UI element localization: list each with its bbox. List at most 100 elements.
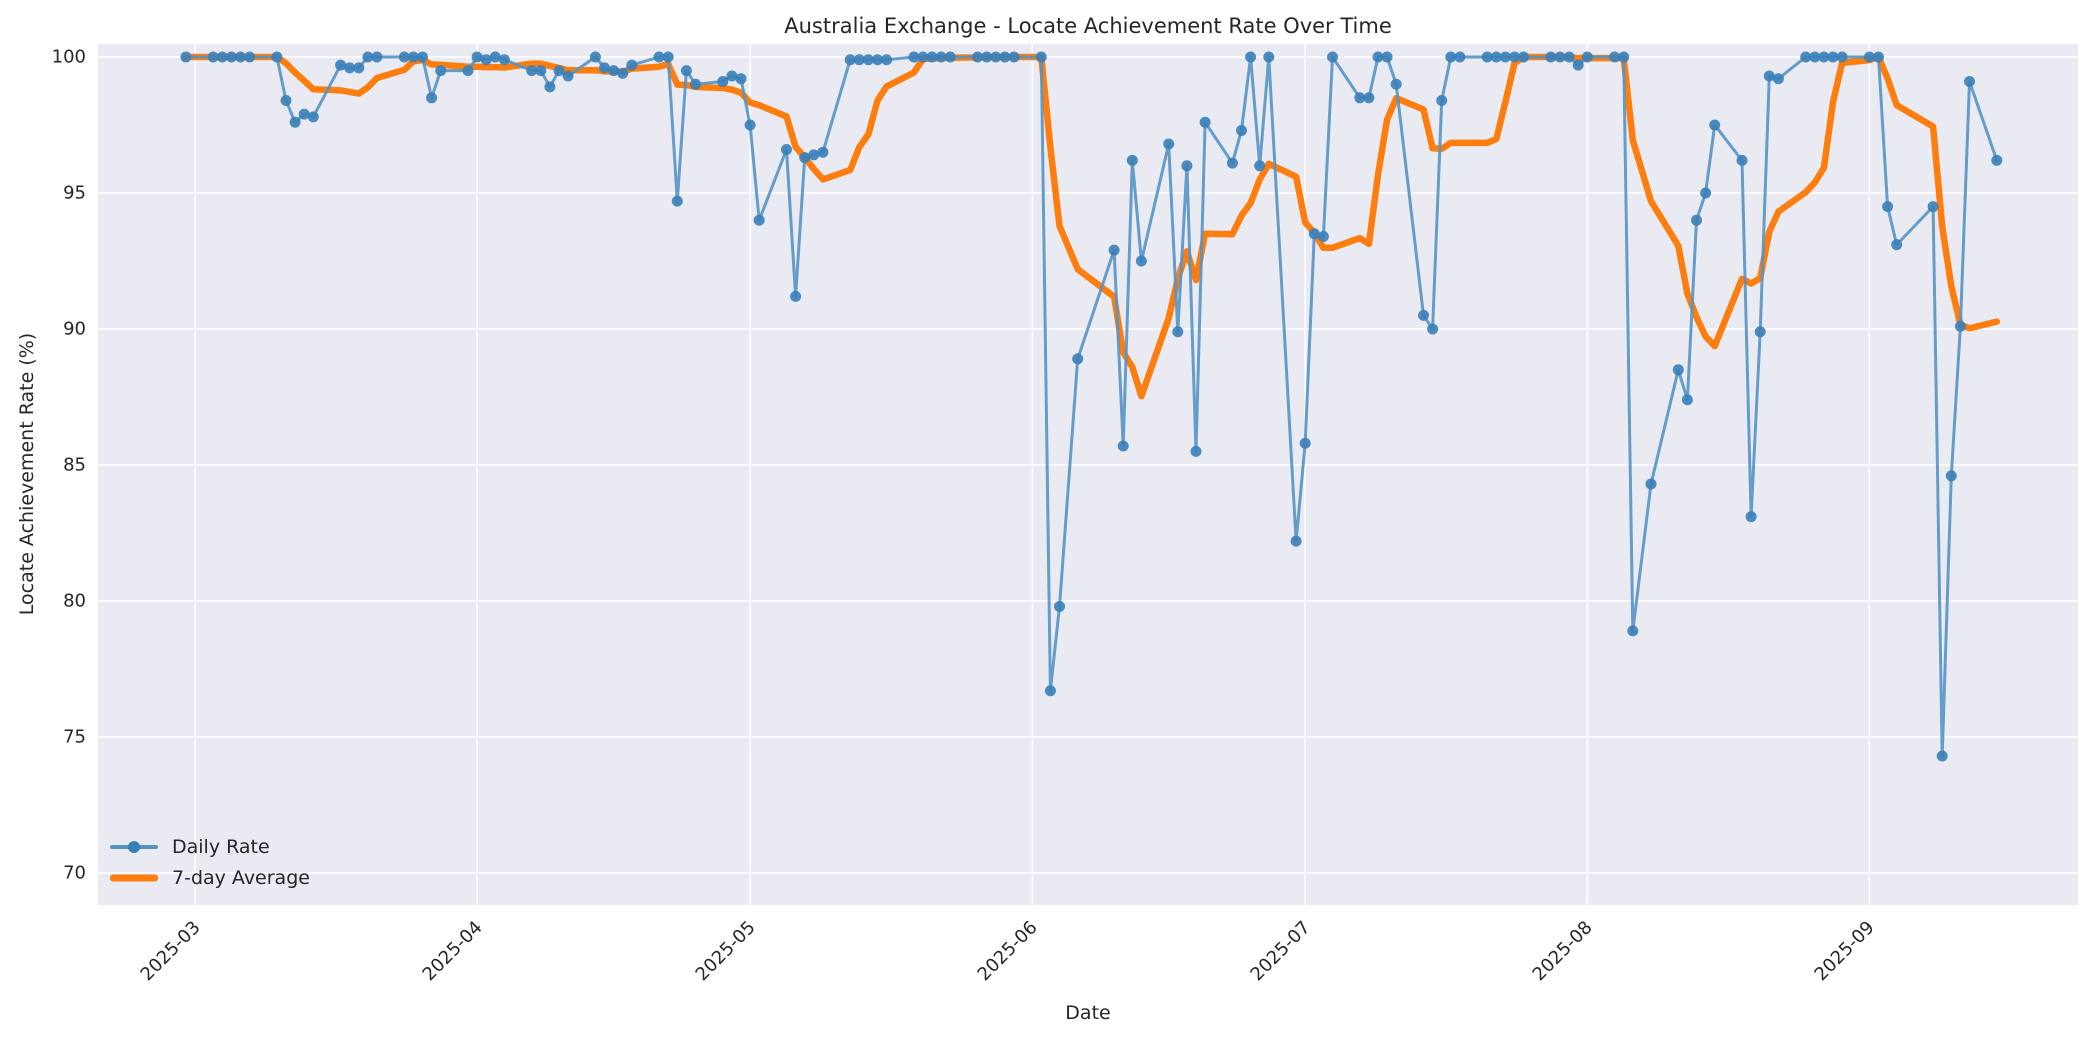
legend-item-daily-rate: Daily Rate (110, 836, 310, 858)
daily-rate-marker (1809, 51, 1821, 63)
daily-rate-marker (1736, 154, 1748, 166)
daily-rate-marker (1945, 470, 1957, 482)
average-line-swatch-icon (110, 867, 158, 889)
daily-rate-marker (480, 54, 492, 66)
daily-rate-marker (872, 54, 883, 66)
daily-rate-marker (1226, 157, 1238, 169)
daily-rate-marker (1436, 95, 1448, 107)
daily-rate-marker (999, 51, 1011, 63)
daily-rate-marker (1754, 326, 1766, 338)
daily-rate-marker (535, 65, 547, 77)
daily-rate-marker (398, 51, 410, 63)
daily-rate-marker (1745, 511, 1757, 523)
daily-rate-marker (1327, 51, 1338, 63)
daily-rate-marker (1054, 600, 1065, 612)
daily-rate-marker (289, 116, 301, 128)
daily-rate-marker (908, 51, 920, 63)
daily-rate-marker (1381, 51, 1393, 63)
daily-rate-marker (271, 51, 283, 63)
rolling-average-line (182, 53, 2001, 400)
daily-rate-marker (1199, 116, 1211, 128)
daily-rate-marker (1581, 51, 1593, 63)
daily-rate-marker (1263, 51, 1275, 63)
y-tick-label: 90 (63, 318, 86, 340)
daily-rate-marker (1763, 70, 1775, 82)
chart-title: Australia Exchange - Locate Achievement … (784, 14, 1392, 38)
daily-rate-marker (1290, 535, 1302, 547)
daily-rate-marker (1873, 51, 1884, 63)
daily-rate-marker (1308, 228, 1320, 240)
daily-rate-marker (1163, 138, 1175, 150)
daily-rate-marker (307, 111, 319, 123)
daily-rate-marker (1563, 51, 1575, 63)
daily-rate-marker (844, 54, 856, 66)
daily-rate-marker (235, 51, 246, 63)
daily-rate-marker (1954, 320, 1966, 332)
legend-label-daily-rate: Daily Rate (172, 836, 270, 858)
x-axis-title: Date (1065, 1002, 1111, 1024)
daily-rate-marker (1964, 75, 1975, 87)
daily-rate-marker (1317, 231, 1329, 243)
daily-rate-marker (244, 51, 256, 63)
daily-rate-marker (717, 75, 729, 87)
daily-rate-line (180, 51, 2003, 762)
daily-rate-marker (1499, 51, 1511, 63)
daily-rate-marker (1882, 201, 1894, 213)
daily-rate-marker (617, 67, 629, 79)
daily-rate-marker (435, 65, 447, 77)
daily-rate-marker (280, 95, 292, 107)
daily-rate-marker (599, 62, 610, 74)
daily-rate-marker (608, 65, 620, 77)
daily-rate-marker (1172, 326, 1184, 338)
daily-rate-marker (1254, 160, 1266, 172)
y-axis-title: Locate Achievement Rate (%) (16, 332, 38, 616)
daily-rate-marker (626, 59, 638, 71)
daily-rate-marker (426, 92, 438, 104)
daily-rate-marker (1135, 255, 1147, 267)
daily-rate-marker (944, 51, 956, 63)
daily-rate-marker (662, 51, 674, 63)
daily-rate-marker (1072, 353, 1084, 365)
daily-rate-marker (680, 65, 692, 77)
daily-rate-marker (972, 51, 984, 63)
daily-rate-marker (1035, 51, 1047, 63)
daily-rate-marker (990, 51, 1002, 63)
daily-rate-marker (1008, 51, 1020, 63)
daily-rate-marker (1618, 51, 1630, 63)
daily-rate-marker (1863, 51, 1875, 63)
daily-rate-marker (881, 54, 893, 66)
daily-rate-marker (1236, 124, 1247, 136)
daily-rate-marker (1108, 244, 1120, 256)
y-tick-label: 75 (63, 726, 86, 748)
y-tick-label: 95 (63, 182, 86, 204)
daily-rate-marker (417, 51, 428, 63)
daily-rate-marker (1672, 364, 1684, 376)
daily-rate-marker (1117, 440, 1129, 452)
daily-rate-marker (1891, 239, 1903, 251)
plot-background (98, 44, 2078, 905)
daily-rate-marker (371, 51, 383, 63)
daily-rate-marker (1044, 685, 1056, 697)
daily-rate-marker (799, 152, 811, 164)
daily-rate-marker (1627, 625, 1639, 637)
daily-rate-marker (462, 65, 474, 77)
daily-rate-marker (744, 119, 756, 131)
daily-rate-marker (1772, 73, 1784, 85)
daily-rate-marker (853, 54, 865, 66)
daily-rate-line-swatch-icon (110, 836, 158, 858)
daily-rate-marker (225, 51, 237, 63)
legend-label-7-day-average: 7-day Average (172, 867, 310, 889)
legend-item-7-day-average: 7-day Average (110, 867, 310, 889)
daily-rate-marker (1181, 160, 1193, 172)
daily-rate-marker (1363, 92, 1375, 104)
daily-rate-marker (1354, 92, 1366, 104)
daily-rate-marker (862, 54, 874, 66)
daily-rate-marker (1418, 309, 1429, 321)
daily-rate-marker (781, 143, 792, 155)
daily-rate-marker (1800, 51, 1812, 63)
daily-rate-marker (1991, 154, 2003, 166)
daily-rate-marker (1818, 51, 1830, 63)
daily-rate-marker (1709, 119, 1721, 131)
daily-rate-marker (1126, 154, 1138, 166)
